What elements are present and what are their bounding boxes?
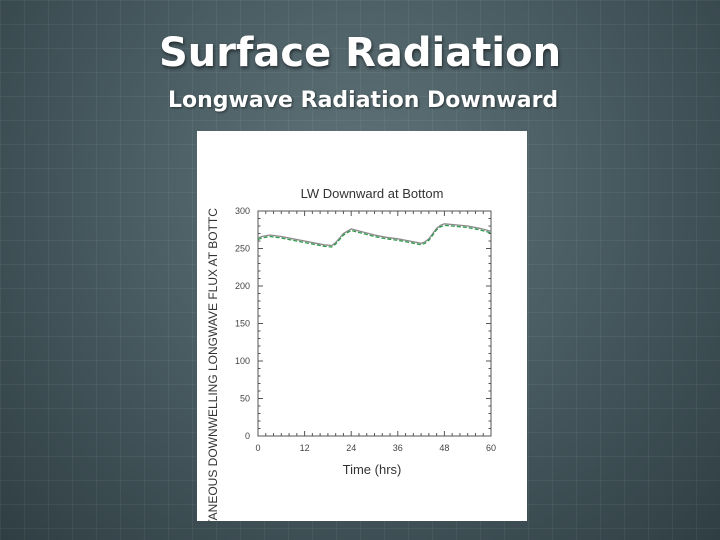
data-series	[257, 223, 492, 248]
y-tick-label: 300	[235, 206, 250, 216]
y-tick-label: 100	[235, 356, 250, 366]
slide-title: Surface Radiation	[158, 30, 562, 76]
x-tick-label: 12	[300, 443, 310, 453]
x-tick-label: 0	[255, 443, 260, 453]
chart-x-axis-label: Time (hrs)	[343, 462, 402, 477]
axis-ticks: 0 50 100 150 200 250 300 0 12 24 36 48 60	[235, 206, 496, 453]
x-tick-label: 48	[439, 443, 449, 453]
y-tick-label: 250	[235, 244, 250, 254]
chart-title: LW Downward at Bottom	[301, 186, 444, 201]
chart-svg: LW Downward at Bottom Time (hrs) STANTAN…	[206, 186, 496, 521]
plot-frame	[257, 210, 492, 437]
y-tick-label: 50	[240, 394, 250, 404]
x-tick-label: 36	[393, 443, 403, 453]
y-tick-label: 150	[235, 319, 250, 329]
chart-panel: LW Downward at Bottom Time (hrs) STANTAN…	[197, 131, 527, 521]
series-line-series-2	[257, 224, 492, 248]
x-tick-label: 60	[486, 443, 496, 453]
series-line-series-1	[257, 223, 492, 247]
y-tick-label: 200	[235, 281, 250, 291]
x-tick-label: 24	[346, 443, 356, 453]
slide-subtitle: Longwave Radiation Downward	[168, 88, 559, 113]
chart-y-axis-label: STANTANEOUS DOWNWELLING LONGWAVE FLUX AT…	[206, 208, 220, 521]
y-tick-label: 0	[245, 431, 250, 441]
